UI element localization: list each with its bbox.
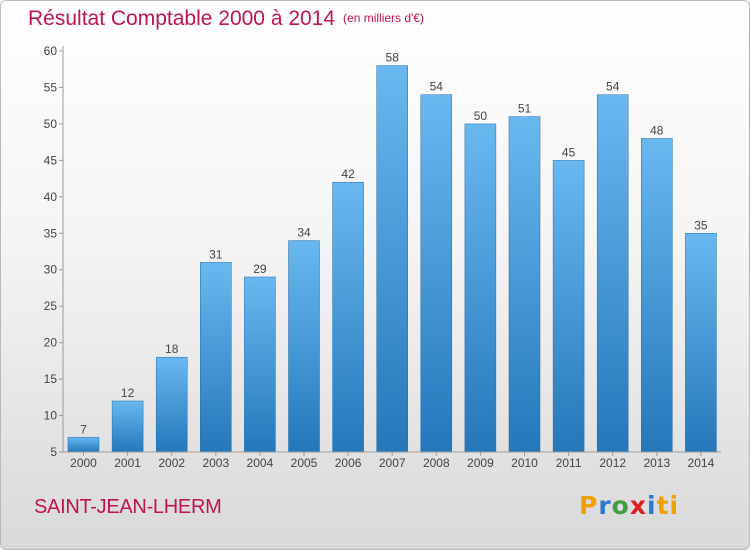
bar bbox=[200, 262, 232, 453]
bar-value-label: 42 bbox=[341, 167, 355, 181]
bar-value-label: 45 bbox=[562, 145, 576, 159]
logo-letter: o bbox=[611, 491, 630, 520]
bar-value-label: 51 bbox=[518, 102, 532, 116]
x-tick-label: 2006 bbox=[335, 456, 362, 470]
logo-letter: ti bbox=[656, 491, 680, 520]
bar bbox=[288, 240, 320, 453]
x-tick-label: 2007 bbox=[379, 456, 406, 470]
bar-value-label: 48 bbox=[650, 124, 664, 138]
bar bbox=[685, 233, 717, 453]
bar-value-label: 50 bbox=[474, 109, 488, 123]
bar-value-label: 18 bbox=[165, 342, 179, 356]
bar bbox=[596, 94, 629, 453]
x-tick-label: 2014 bbox=[688, 456, 715, 470]
bar-value-label: 54 bbox=[606, 80, 620, 94]
chart-title-text: Résultat Comptable 2000 à 2014 bbox=[28, 7, 336, 30]
chart-title: Résultat Comptable 2000 à 2014 (en millie… bbox=[28, 7, 424, 31]
x-tick-label: 2002 bbox=[158, 456, 185, 470]
commune-name: SAINT-JEAN-LHERM bbox=[34, 496, 222, 518]
logo-letter: r bbox=[598, 491, 612, 520]
bar bbox=[111, 400, 144, 453]
x-tick-label: 2011 bbox=[556, 456, 582, 470]
y-tick-label: 50 bbox=[44, 117, 58, 131]
x-tick-label: 2001 bbox=[114, 456, 141, 470]
bar-value-label: 58 bbox=[386, 51, 400, 65]
bar-value-label: 54 bbox=[430, 80, 444, 94]
x-tick-label: 2003 bbox=[202, 456, 229, 470]
y-tick-label: 60 bbox=[44, 44, 58, 58]
logo-letter: i bbox=[647, 491, 657, 520]
y-tick-label: 35 bbox=[44, 226, 58, 240]
bar bbox=[420, 94, 453, 453]
x-tick-label: 2012 bbox=[599, 456, 626, 470]
bar bbox=[376, 65, 408, 453]
y-tick-label: 30 bbox=[44, 263, 58, 277]
y-tick-label: 20 bbox=[44, 336, 58, 350]
y-tick-label: 10 bbox=[44, 409, 58, 423]
x-tick-label: 2000 bbox=[70, 456, 97, 470]
bar-value-label: 29 bbox=[253, 262, 267, 276]
y-tick-label: 55 bbox=[44, 80, 58, 94]
y-axis: 5 10 15 20 25 30 35 40 45 50 55 60 bbox=[44, 44, 64, 459]
bar-value-label: 7 bbox=[80, 422, 87, 436]
x-tick-label: 2009 bbox=[467, 456, 494, 470]
y-tick-label: 15 bbox=[44, 372, 58, 386]
bar bbox=[332, 181, 364, 453]
x-tick-label: 2008 bbox=[423, 456, 450, 470]
y-tick-label: 45 bbox=[44, 153, 58, 167]
x-tick-label: 2005 bbox=[291, 456, 318, 470]
bar bbox=[67, 437, 100, 453]
x-tick-label: 2010 bbox=[511, 456, 538, 470]
logo-letter: x bbox=[629, 491, 647, 520]
bar bbox=[244, 276, 276, 453]
bar-value-label: 34 bbox=[297, 226, 311, 240]
x-axis: 2000 2001 2002 2003 2004 2005 2006 2007 2008 2009… bbox=[63, 451, 721, 470]
bar bbox=[464, 123, 497, 453]
bar-value-label: 35 bbox=[694, 218, 708, 232]
y-tick-label: 25 bbox=[44, 299, 58, 313]
logo-letter: P bbox=[579, 491, 599, 520]
proxiti-logo: Proxiti bbox=[579, 491, 679, 520]
bar bbox=[155, 356, 188, 453]
bars: 7 12 18 31 29 34 42 58 54 50 51 45 54 48 35 bbox=[67, 51, 717, 453]
x-tick-label: 2013 bbox=[643, 456, 670, 470]
bar-value-label: 31 bbox=[209, 247, 223, 261]
bar bbox=[552, 160, 585, 453]
y-tick-label: 5 bbox=[50, 445, 57, 459]
chart-unit: (en milliers d'€) bbox=[343, 11, 425, 25]
bar-value-label: 12 bbox=[121, 386, 135, 400]
x-tick-label: 2004 bbox=[247, 456, 274, 470]
bar bbox=[641, 138, 673, 453]
y-tick-label: 40 bbox=[44, 190, 58, 204]
bar bbox=[508, 116, 541, 453]
